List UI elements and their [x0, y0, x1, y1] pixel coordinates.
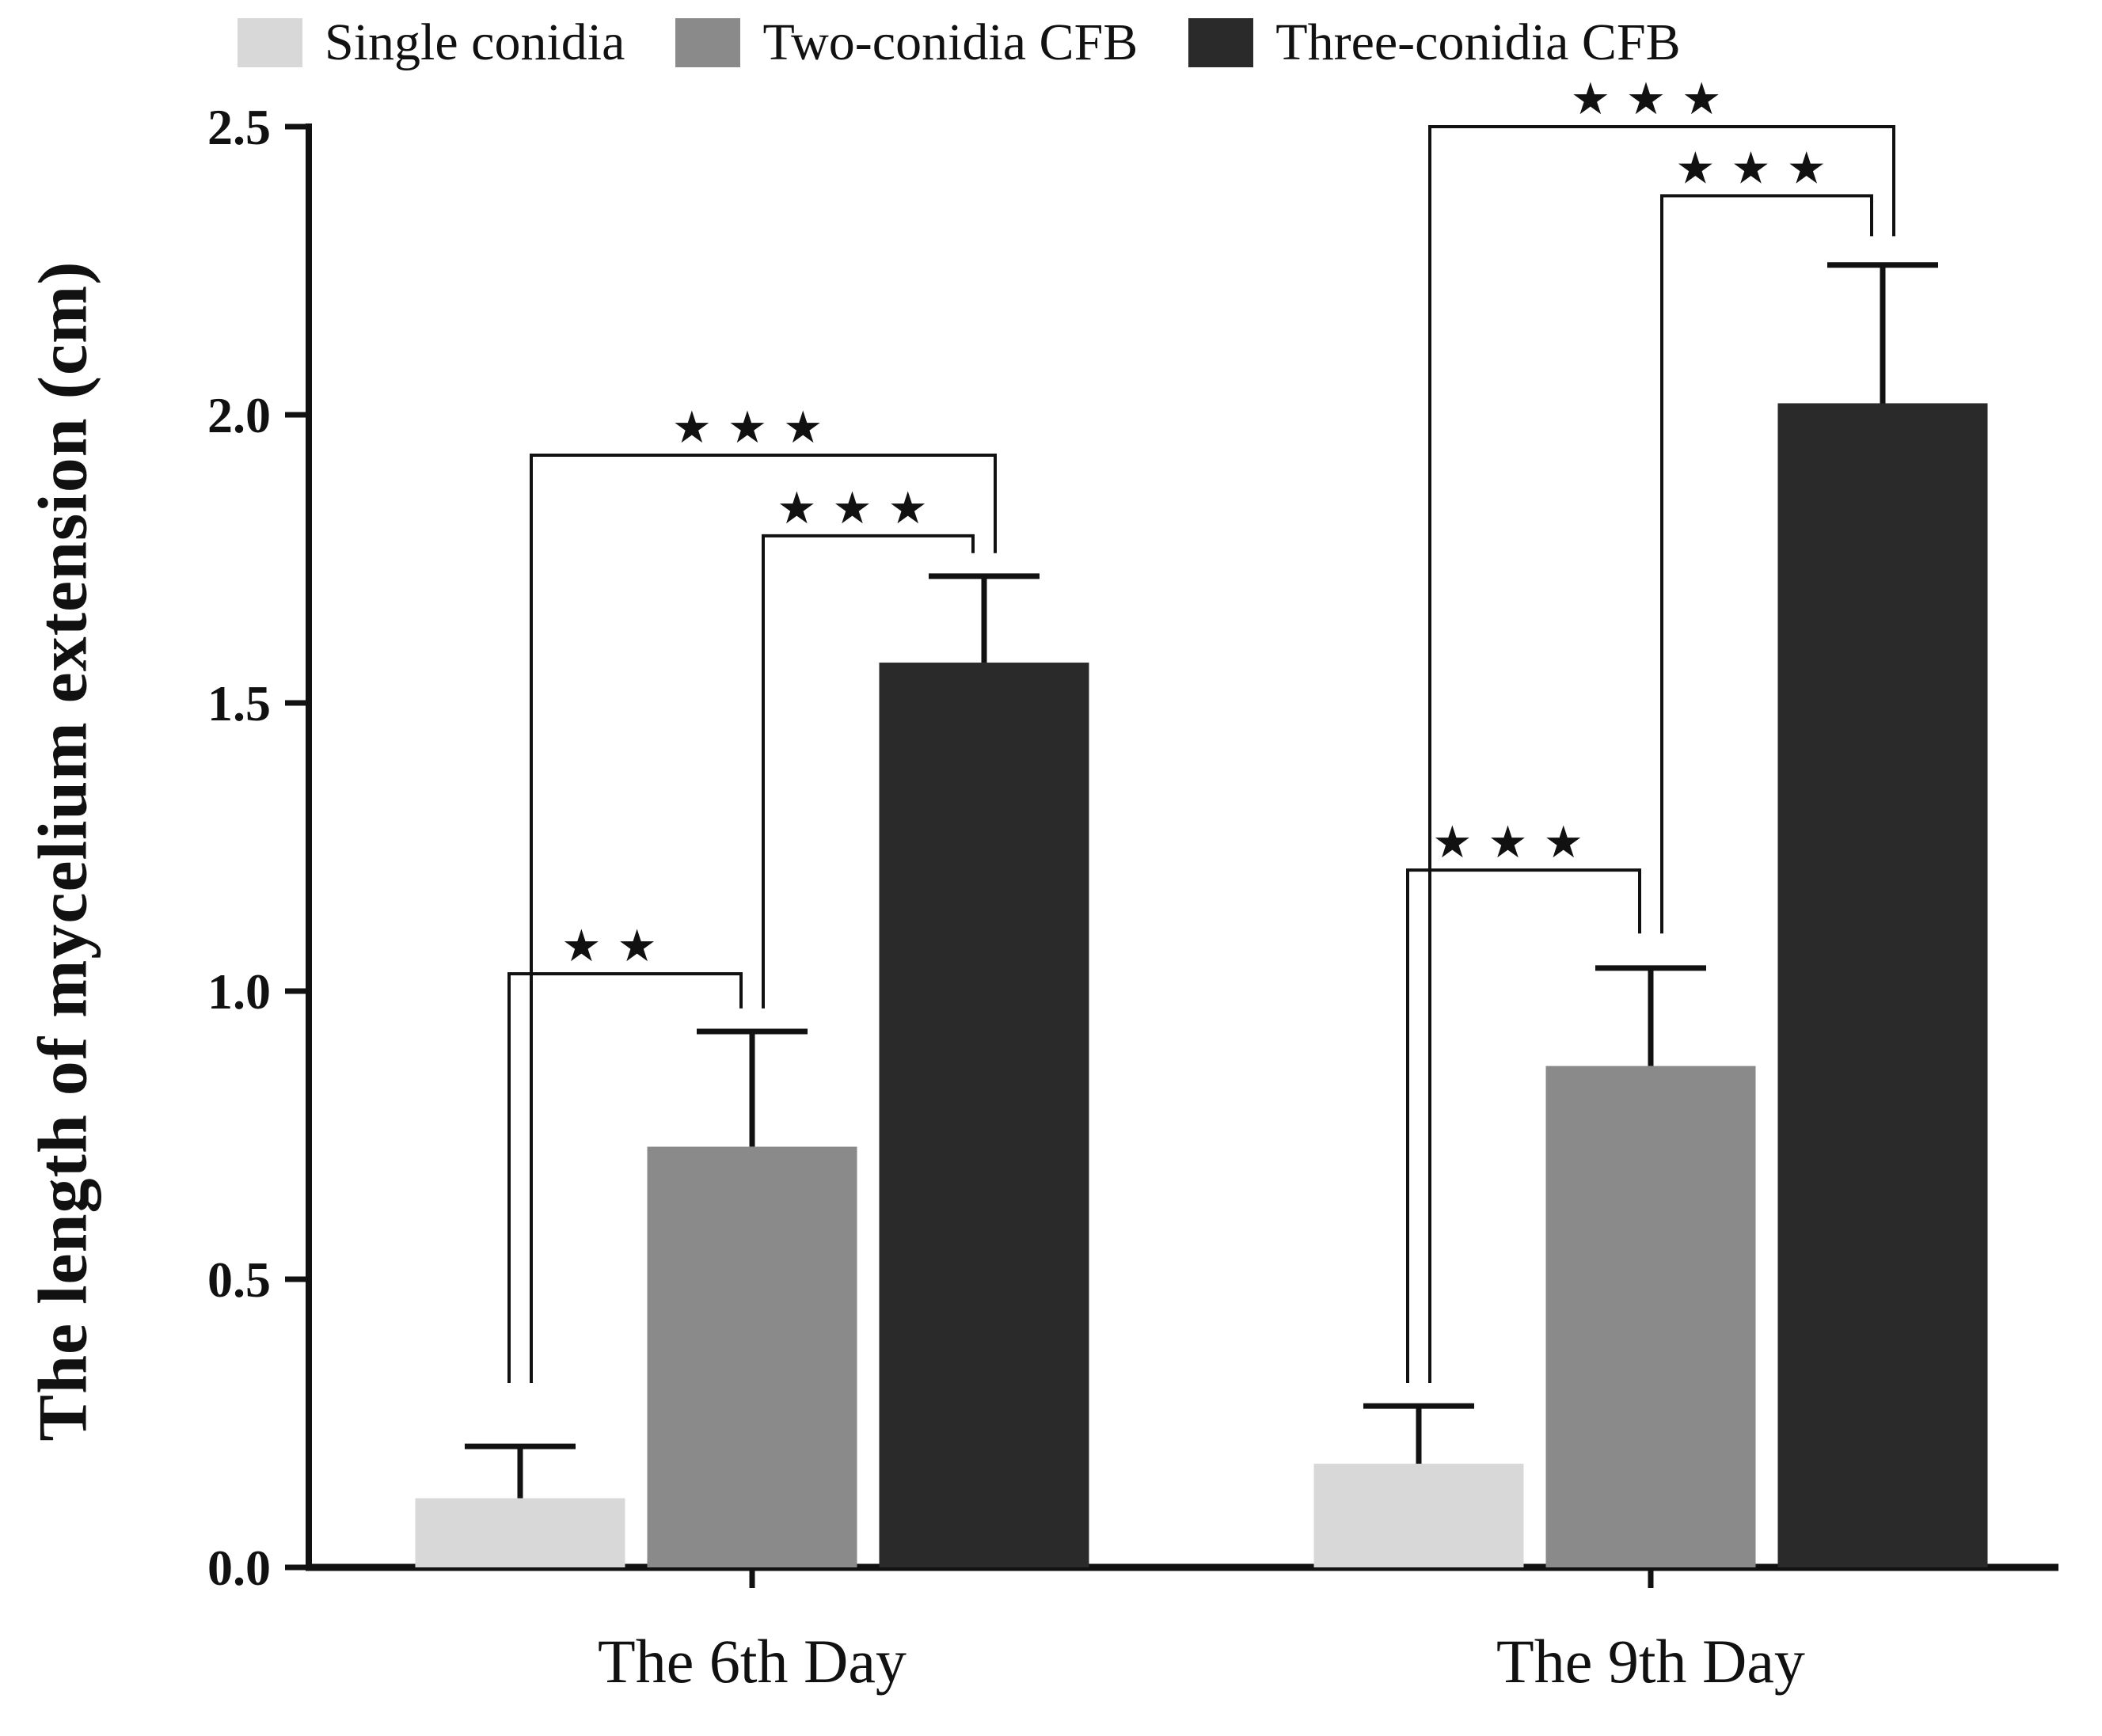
significance-stars: ★★★ [1571, 74, 1738, 125]
bar [647, 1146, 857, 1567]
significance-bracket [1660, 194, 1873, 934]
y-tick-label: 1.0 [207, 963, 271, 1020]
category-label: The 6th Day [598, 1627, 907, 1696]
y-tick-label: 0.0 [207, 1540, 271, 1596]
significance-stars: ★★★ [1675, 142, 1842, 194]
legend-swatch [1188, 18, 1254, 67]
category-label: The 9th Day [1496, 1627, 1805, 1696]
legend: Single conidia Two-conidia CFB Three-conid… [238, 13, 1681, 73]
legend-item: Three-conidia CFB [1188, 13, 1681, 73]
legend-label: Two-conidia CFB [762, 13, 1138, 71]
legend-swatch [238, 18, 302, 67]
bar [1313, 1463, 1524, 1567]
legend-label: Single conidia [325, 13, 625, 71]
bar [415, 1498, 625, 1567]
significance-stars: ★★ [561, 921, 672, 972]
y-tick-label: 2.0 [207, 387, 271, 443]
bar [879, 663, 1089, 1567]
significance-bracket [1406, 868, 1641, 1384]
significance-stars: ★★★ [777, 483, 944, 534]
significance-stars: ★★★ [672, 402, 839, 454]
y-tick-label: 0.5 [207, 1252, 271, 1308]
y-tick-label: 2.5 [207, 99, 271, 155]
bar [1777, 403, 1988, 1568]
legend-label: Three-conidia CFB [1275, 13, 1681, 71]
legend-swatch [675, 18, 741, 67]
significance-bracket [762, 534, 975, 1009]
bar [1545, 1066, 1756, 1567]
legend-item: Single conidia [238, 13, 625, 73]
significance-bracket [530, 453, 997, 1384]
legend-item: Two-conidia CFB [675, 13, 1138, 73]
significance-stars: ★★★ [1432, 817, 1599, 868]
y-tick-label: 1.5 [207, 675, 271, 731]
significance-bracket [507, 972, 743, 1384]
significance-bracket [1428, 125, 1895, 1384]
